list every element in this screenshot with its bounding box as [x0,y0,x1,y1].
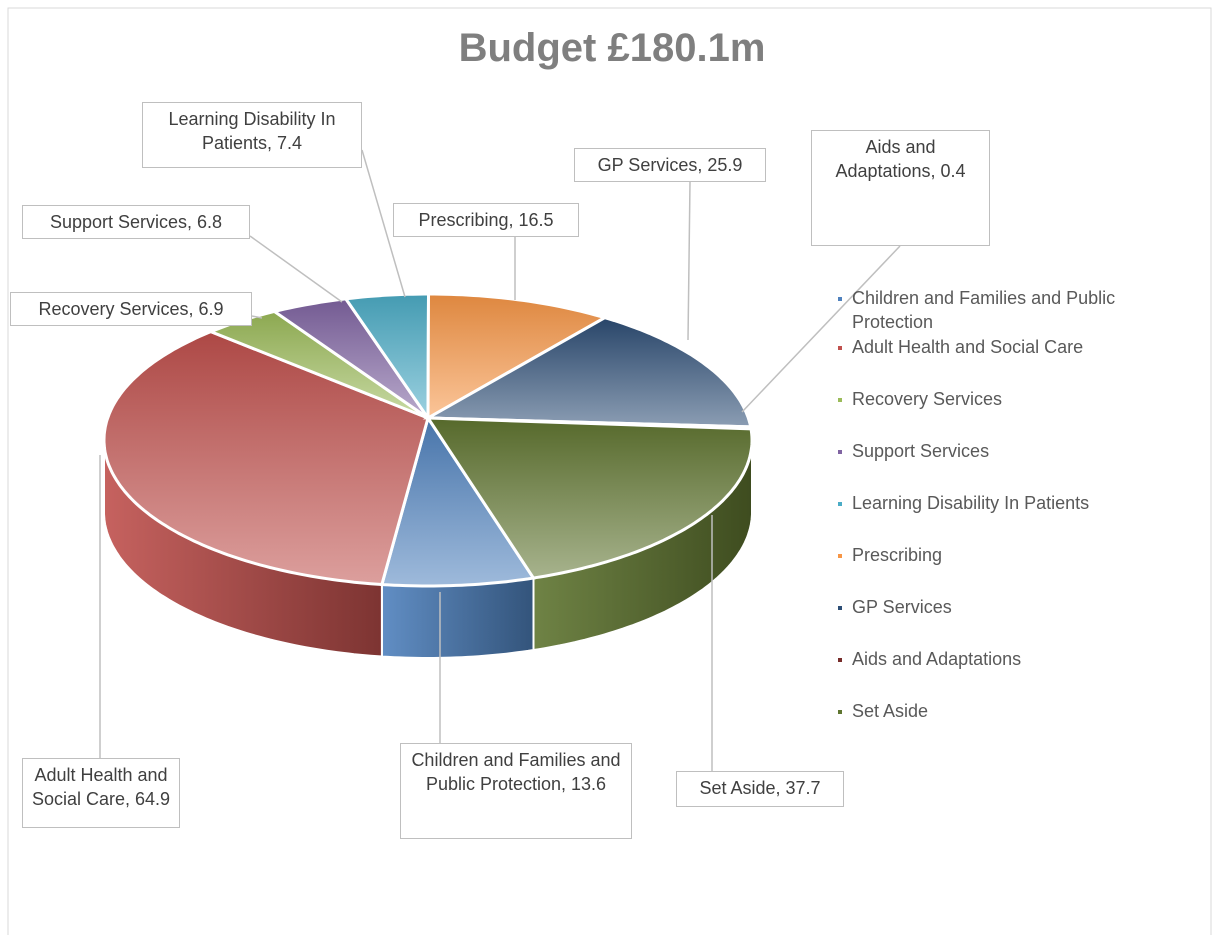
leader-line [249,235,343,303]
legend-label: Recovery Services [852,389,1003,409]
legend-label: Set Aside [852,701,929,721]
data-label: Set Aside, 37.7 [676,771,844,807]
legend-marker [838,450,842,454]
data-label: Adult Health and Social Care, 64.9 [22,758,180,828]
leader-line [361,149,406,298]
legend-marker [838,710,842,714]
legend-marker [838,398,842,402]
data-label: Recovery Services, 6.9 [10,292,252,326]
slice [343,292,431,423]
legend-label: Prescribing [852,545,943,565]
slice [425,416,754,580]
legend-marker [838,658,842,662]
legend-marker [838,346,842,350]
data-label: Support Services, 6.8 [22,205,250,239]
legend-label: GP Services [852,597,952,617]
chart-border [7,7,1212,935]
data-label: Children and Families and Public Protect… [400,743,632,839]
legend-label: Aids and Adaptations [852,649,1022,669]
leader-line [741,245,901,413]
legend-marker [838,606,842,610]
legend-label: Support Services [852,441,990,461]
legend-label: Adult Health and Social Care [852,337,1084,357]
legend-marker [838,502,842,506]
legend-marker [838,297,842,301]
data-label: Learning Disability In Patients, 7.4 [142,102,362,168]
data-label: GP Services, 25.9 [574,148,766,182]
data-label: Aids and Adaptations, 0.4 [811,130,990,246]
leader-line [251,315,263,319]
leader-line [687,181,691,341]
slice [422,316,753,429]
legend-label: Children and Families and Public Protect… [852,288,1116,332]
slice [379,414,537,588]
legend-marker [838,554,842,558]
legend-label: Learning Disability In Patients [852,493,1090,513]
slice-side [380,576,535,659]
data-label: Prescribing, 16.5 [393,203,579,237]
slice [426,292,609,421]
slice [102,330,430,587]
chart-title: Budget £180.1m [458,26,766,70]
